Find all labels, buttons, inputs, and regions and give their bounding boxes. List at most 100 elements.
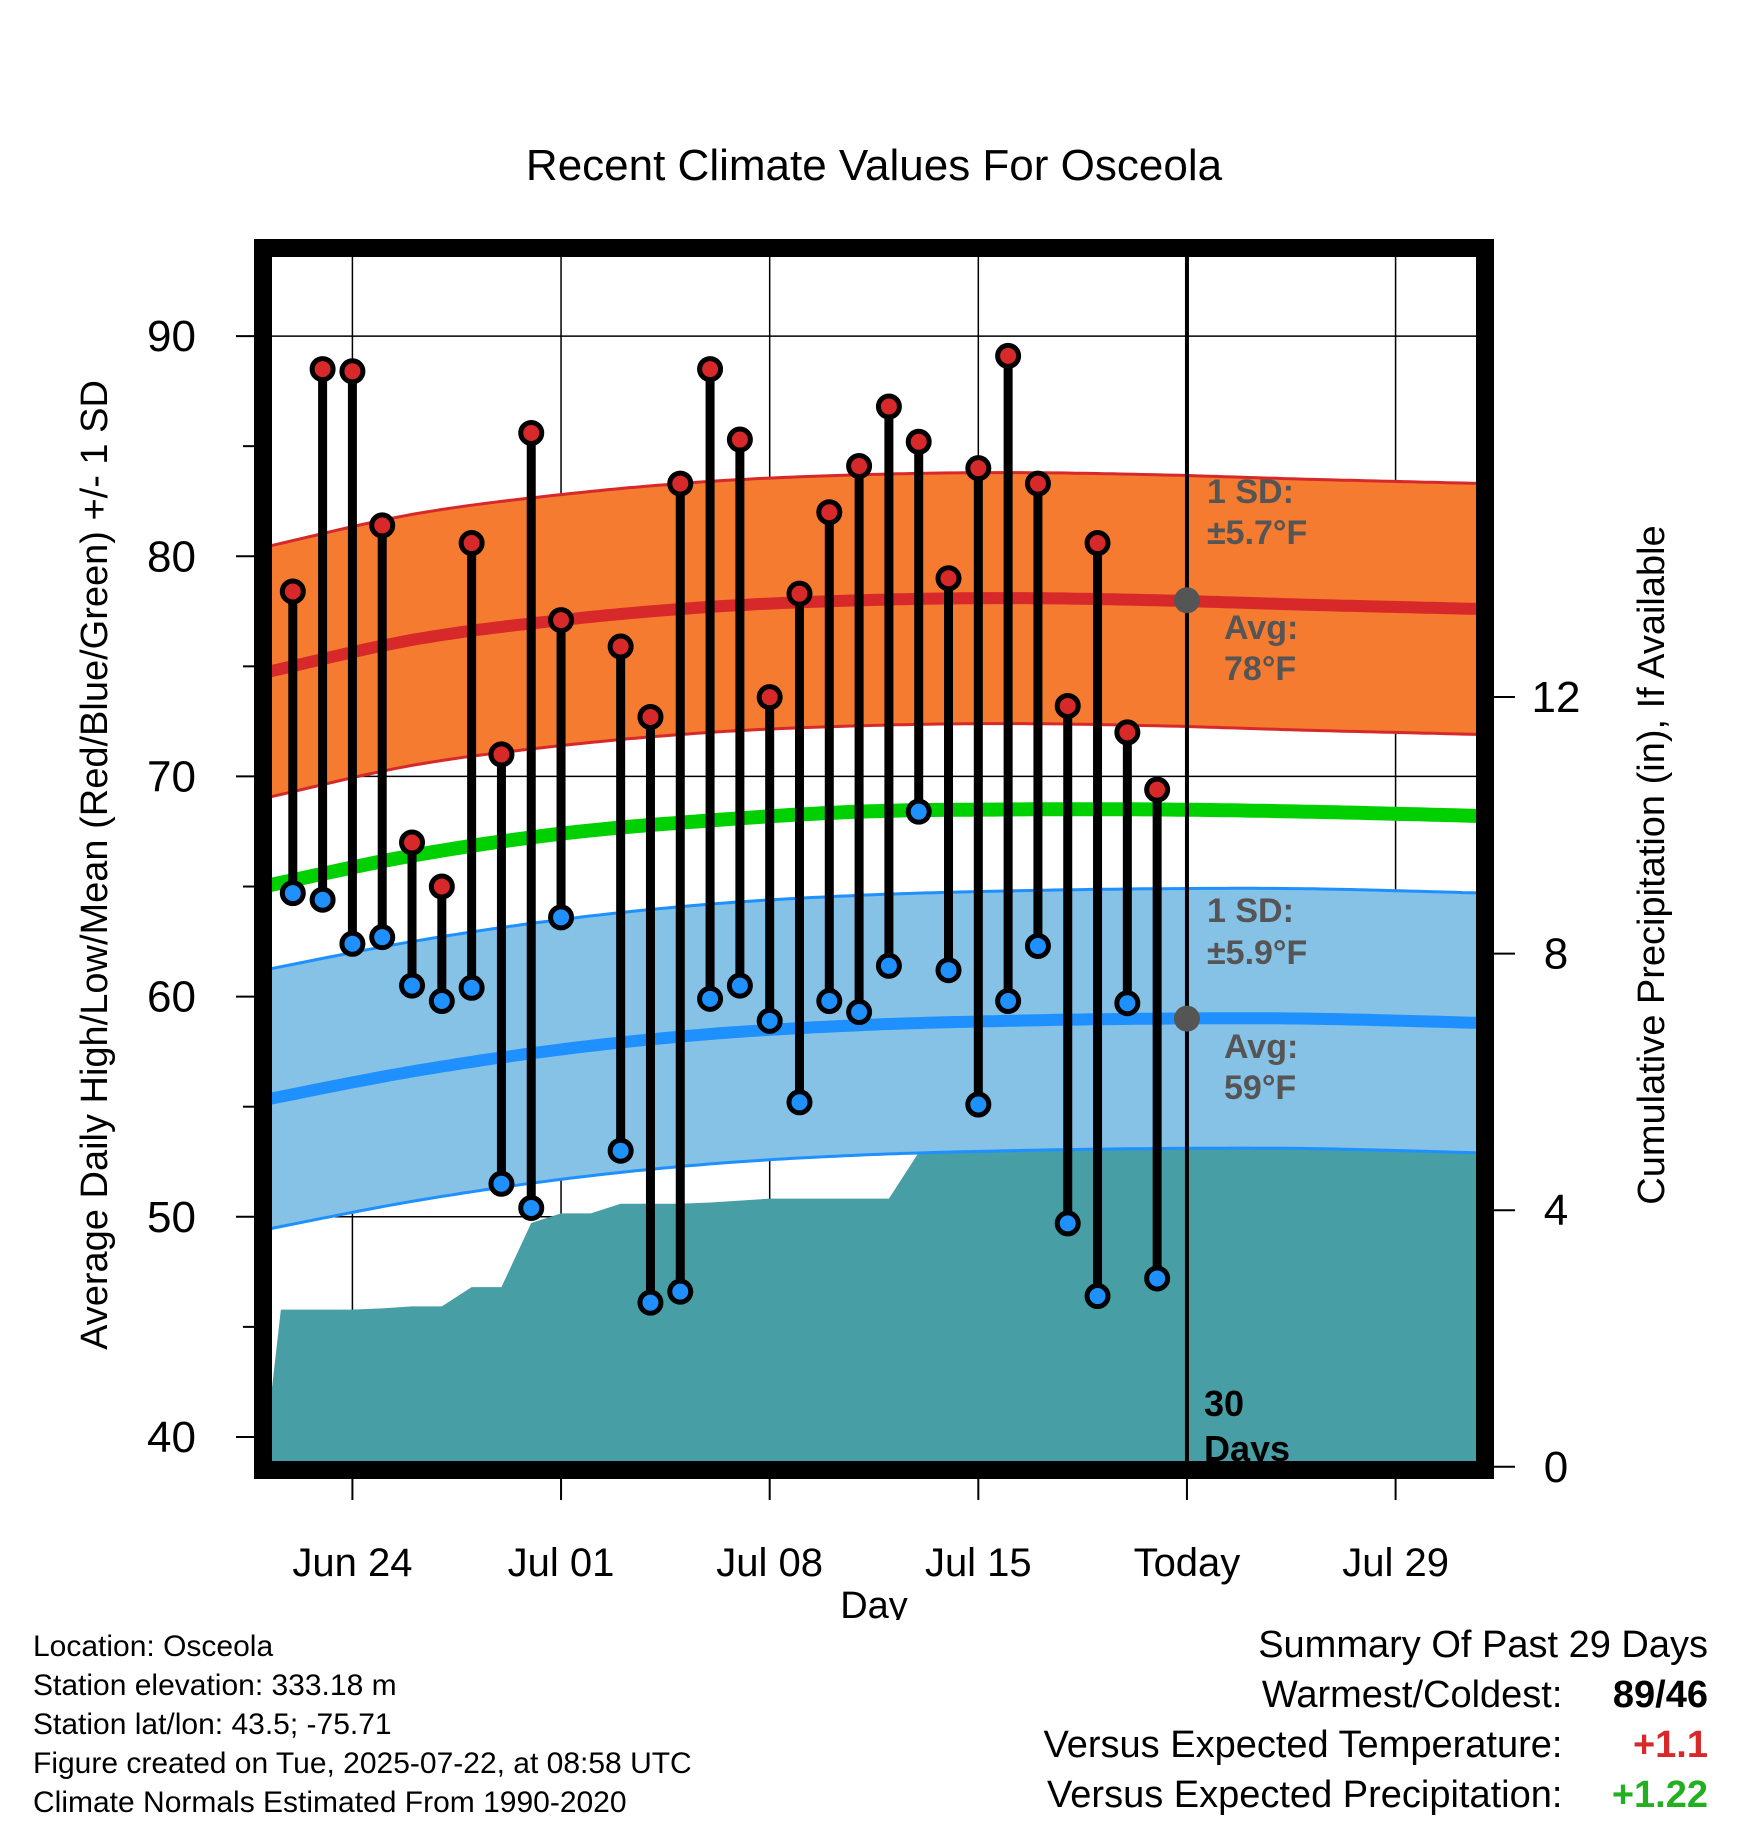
daily-high-point — [667, 470, 694, 497]
climate-chart: Recent Climate Values For Osceola 1 SD: … — [74, 141, 1673, 1620]
temperature-label: Versus Expected Temperature: — [1043, 1724, 1563, 1766]
daily-low-point — [816, 988, 843, 1015]
daily-low-point — [1054, 1210, 1081, 1237]
daily-low-point — [1114, 990, 1141, 1017]
high-sd-label: 1 SD: — [1207, 473, 1294, 511]
daily-low-point — [548, 904, 575, 931]
low-avg-marker — [1173, 1005, 1200, 1032]
low-normal-line — [263, 1012, 1485, 1106]
daily-low-point — [995, 988, 1022, 1015]
x-axis-label: Day — [840, 1585, 908, 1620]
low-sd-band — [263, 886, 1485, 1232]
high-avg-value: 78°F — [1224, 650, 1296, 688]
y-tick-label: 60 — [147, 973, 196, 1022]
x-tick-label: Jul 15 — [925, 1541, 1032, 1585]
daily-low-point — [1084, 1283, 1111, 1310]
daily-low-point — [339, 930, 366, 957]
x-axis-ticks: Jun 24 Jul 01 Jul 08 Jul 15 Today Jul 29 — [292, 1479, 1449, 1585]
daily-low-point — [637, 1289, 664, 1316]
x-tick-label: Today — [1134, 1541, 1241, 1585]
daily-high-point — [935, 565, 962, 592]
daily-high-point — [369, 512, 396, 539]
low-sd-label: 1 SD: — [1207, 892, 1294, 930]
daily-high-point — [816, 499, 843, 526]
x-tick-label: Jul 01 — [508, 1541, 615, 1585]
daily-high-point — [518, 419, 545, 446]
precipitation-label: Versus Expected Precipitation: — [1047, 1774, 1563, 1816]
daily-high-point — [399, 829, 426, 856]
x-tick-label: Jul 29 — [1342, 1541, 1449, 1585]
low-sd-value: ±5.9°F — [1207, 934, 1307, 972]
daily-low-point — [667, 1278, 694, 1305]
y-tick-label: 40 — [147, 1413, 196, 1462]
created-text: Figure created on Tue, 2025-07-22, at 08… — [33, 1747, 692, 1780]
daily-high-point — [786, 580, 813, 607]
daily-high-point — [846, 452, 873, 479]
station-info: Location: Osceola Station elevation: 333… — [33, 1627, 692, 1822]
daily-low-point — [488, 1170, 515, 1197]
daily-high-point — [1144, 776, 1171, 803]
coldest-value: 46 — [1665, 1674, 1708, 1716]
daily-low-point — [905, 798, 932, 825]
plot-area: 1 SD: ±5.7°F Avg: 78°F 1 SD: ±5.9°F Avg:… — [263, 248, 1485, 1470]
precipitation-value: +1.22 — [1611, 1774, 1708, 1816]
daily-low-point — [756, 1007, 783, 1034]
y2-axis-ticks: 0 4 8 12 — [1494, 673, 1580, 1492]
daily-low-point — [369, 924, 396, 951]
daily-high-point — [607, 633, 634, 660]
daily-low-point — [399, 972, 426, 999]
y-tick-label: 70 — [147, 752, 196, 801]
warmest-value: 89 — [1612, 1674, 1656, 1716]
daily-low-point — [697, 985, 724, 1012]
daily-high-point — [1114, 719, 1141, 746]
location-text: Location: Osceola — [33, 1630, 274, 1663]
chart-title: Recent Climate Values For Osceola — [526, 141, 1223, 190]
warmest-coldest-value: 89/46 — [1612, 1674, 1708, 1716]
daily-low-point — [965, 1091, 992, 1118]
daily-low-point — [786, 1089, 813, 1116]
plot-frame — [254, 239, 1494, 1479]
y2-tick-label: 0 — [1544, 1443, 1568, 1492]
daily-high-point — [905, 428, 932, 455]
daily-low-point — [1024, 932, 1051, 959]
daily-low-point — [607, 1137, 634, 1164]
mean-normal-line — [263, 802, 1485, 894]
summary-panel: Summary Of Past 29 Days Warmest/Coldest:… — [1044, 1620, 1708, 1820]
high-normal-line — [263, 592, 1485, 679]
high-avg-label: Avg: — [1224, 609, 1298, 647]
y2-axis-label: Cumulative Precipitation (in), If Availa… — [1631, 525, 1673, 1204]
daily-low-point — [518, 1194, 545, 1221]
band-annotations: 1 SD: ±5.7°F Avg: 78°F 1 SD: ±5.9°F Avg:… — [1207, 473, 1307, 1107]
daily-high-point — [1024, 470, 1051, 497]
daily-high-point — [548, 607, 575, 634]
daily-high-point — [458, 530, 485, 557]
y-tick-label: 90 — [147, 312, 196, 361]
daily-low-point — [309, 886, 336, 913]
daily-high-point — [1084, 530, 1111, 557]
high-sd-value: ±5.7°F — [1207, 514, 1307, 552]
summary-title: Summary Of Past 29 Days — [1258, 1624, 1708, 1666]
y2-tick-label: 8 — [1544, 930, 1568, 979]
temperature-row: Versus Expected Temperature: +1.1 — [1044, 1720, 1708, 1770]
elevation-text: Station elevation: 333.18 m — [33, 1669, 397, 1702]
daily-high-point — [339, 358, 366, 385]
daily-high-point — [965, 455, 992, 482]
daily-high-point — [428, 873, 455, 900]
daily-low-point — [428, 988, 455, 1015]
daily-low-point — [726, 972, 753, 999]
precip-area — [263, 1110, 1485, 1467]
x-tick-label: Jul 08 — [716, 1541, 823, 1585]
warmest-coldest-row: Warmest/Coldest: 89/46 — [1044, 1670, 1708, 1720]
precipitation-row: Versus Expected Precipitation: +1.22 — [1044, 1770, 1708, 1820]
y2-tick-label: 12 — [1532, 673, 1581, 722]
warmest-coldest-label: Warmest/Coldest: — [1261, 1674, 1563, 1716]
low-avg-label: Avg: — [1224, 1028, 1298, 1066]
daily-low-point — [458, 974, 485, 1001]
daily-high-point — [756, 684, 783, 711]
daily-low-point — [1144, 1265, 1171, 1292]
daily-high-point — [697, 356, 724, 383]
y-axis-label: Average Daily High/Low/Mean (Red/Blue/Gr… — [74, 380, 116, 1350]
y-axis-ticks: 40 50 60 70 80 90 — [147, 312, 254, 1462]
daily-low-point — [875, 952, 902, 979]
x-tick-label: Jun 24 — [292, 1541, 412, 1585]
